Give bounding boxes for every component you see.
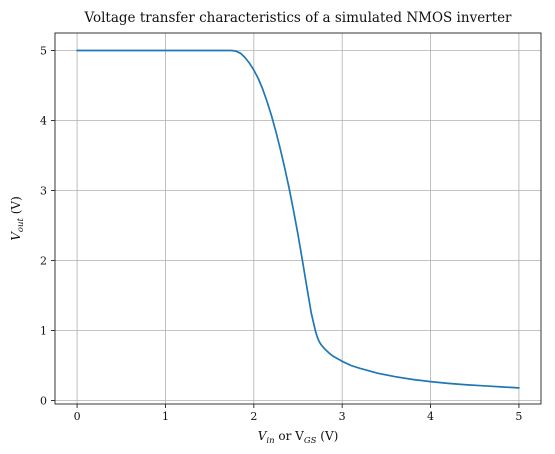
ticks-layer: 0 1 2 3 4 5 0 1 2 3 4 5 — [40, 45, 522, 424]
series-layer — [76, 49, 520, 389]
x-tick-label: 1 — [162, 410, 169, 423]
y-tick-label: 2 — [40, 255, 47, 268]
plot-frame — [54, 32, 542, 405]
x-label-tail: (V) — [316, 429, 338, 443]
y-tick-label: 3 — [40, 185, 47, 198]
x-label-mid: or V — [275, 429, 305, 443]
series-line — [76, 49, 520, 389]
y-label-sub: out — [16, 218, 26, 233]
y-axis-label: Vout (V) — [9, 196, 26, 241]
y-tick-label: 0 — [40, 395, 47, 408]
x-tick-label: 4 — [427, 410, 434, 423]
y-tick-label: 5 — [40, 45, 47, 58]
y-label-main: V — [9, 231, 23, 241]
x-tick-label: 0 — [74, 410, 81, 423]
chart-title: Voltage transfer characteristics of a si… — [83, 10, 512, 26]
x-label-sub2: GS — [304, 436, 317, 446]
y-tick-label: 1 — [40, 325, 47, 338]
y-tick-label: 4 — [40, 115, 47, 128]
x-tick-label: 3 — [339, 410, 346, 423]
x-label-sub: in — [266, 436, 274, 446]
x-tick-label: 5 — [515, 410, 522, 423]
x-label-main: V — [258, 429, 268, 443]
grid-layer — [55, 33, 541, 404]
x-tick-label: 2 — [250, 410, 257, 423]
x-axis-label: Vin or VGS (V) — [258, 429, 339, 446]
y-label-tail: (V) — [9, 196, 23, 218]
